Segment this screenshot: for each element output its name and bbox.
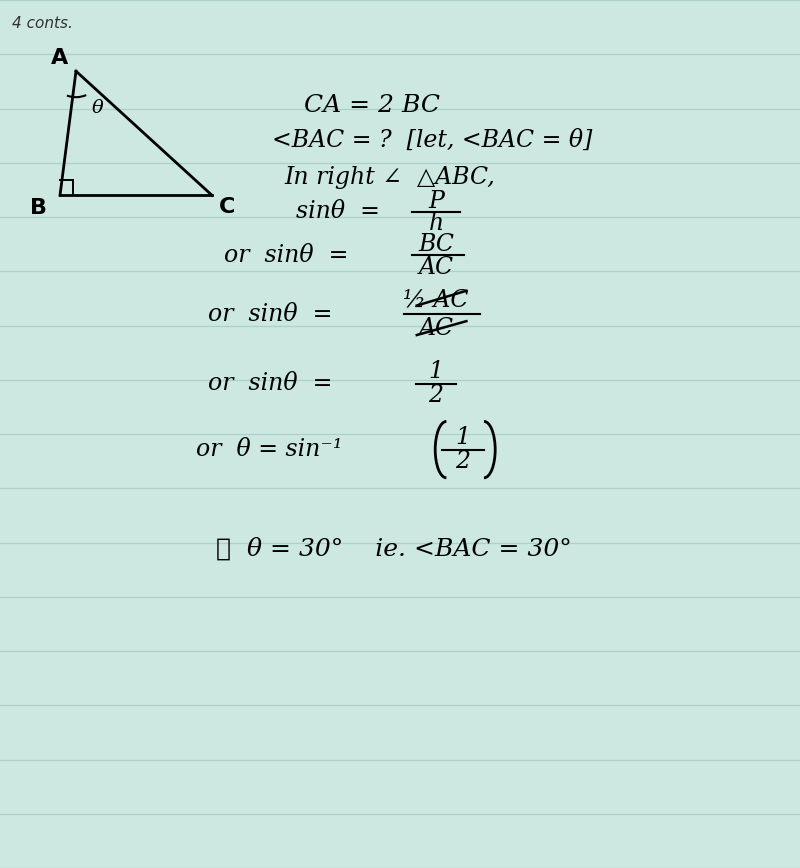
Text: 2: 2: [429, 385, 443, 407]
Text: BC: BC: [418, 233, 454, 256]
Text: θ: θ: [92, 99, 104, 117]
Text: or  θ = sin⁻¹: or θ = sin⁻¹: [196, 438, 342, 461]
Text: sinθ  =: sinθ =: [296, 201, 380, 223]
Text: P: P: [428, 190, 444, 213]
Text: 1: 1: [455, 426, 470, 449]
Text: or  sinθ  =: or sinθ =: [224, 244, 348, 266]
Text: h: h: [428, 213, 444, 235]
Text: <BAC = ?  [let, <BAC = θ]: <BAC = ? [let, <BAC = θ]: [272, 129, 592, 152]
Text: C: C: [218, 197, 234, 217]
Text: ∴  θ = 30°    ie. <BAC = 30°: ∴ θ = 30° ie. <BAC = 30°: [216, 537, 572, 560]
Text: A: A: [50, 49, 68, 69]
Text: In right ∠  △ABC,: In right ∠ △ABC,: [284, 166, 494, 188]
Text: AC: AC: [418, 256, 454, 279]
Text: B: B: [30, 199, 46, 219]
Text: or  sinθ  =: or sinθ =: [208, 303, 332, 326]
Text: CA = 2 BC: CA = 2 BC: [304, 95, 440, 117]
Text: 2: 2: [455, 450, 470, 473]
Text: AC: AC: [418, 318, 454, 340]
Text: or  sinθ  =: or sinθ =: [208, 372, 332, 395]
Text: 4 conts.: 4 conts.: [12, 16, 73, 30]
Text: 1: 1: [429, 360, 443, 383]
Text: ½ AC: ½ AC: [403, 289, 469, 312]
